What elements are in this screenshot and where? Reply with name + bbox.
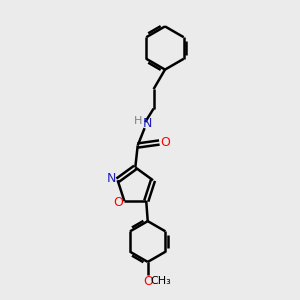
Text: H: H	[134, 116, 142, 126]
Text: N: N	[107, 172, 116, 185]
Text: O: O	[143, 274, 153, 288]
Text: O: O	[113, 196, 123, 209]
Text: N: N	[143, 117, 152, 130]
Text: CH₃: CH₃	[150, 276, 171, 286]
Text: O: O	[160, 136, 169, 149]
